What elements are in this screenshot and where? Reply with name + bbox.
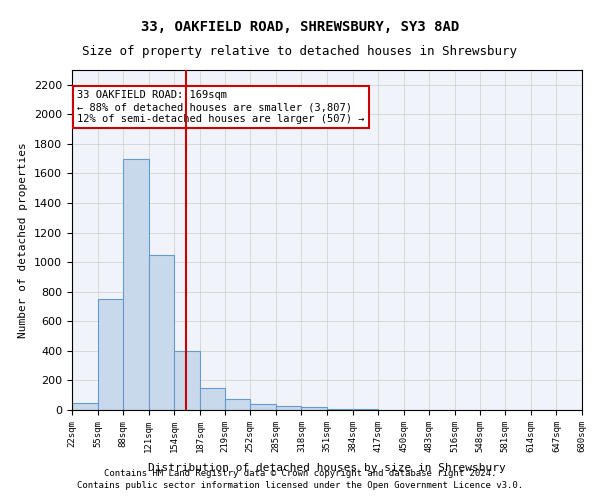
X-axis label: Distribution of detached houses by size in Shrewsbury: Distribution of detached houses by size … [148,463,506,473]
Bar [301,407,327,410]
Text: 33, OAKFIELD ROAD, SHREWSBURY, SY3 8AD: 33, OAKFIELD ROAD, SHREWSBURY, SY3 8AD [141,20,459,34]
Text: Size of property relative to detached houses in Shrewsbury: Size of property relative to detached ho… [83,45,517,58]
Bar [276,406,301,410]
Y-axis label: Number of detached properties: Number of detached properties [19,142,28,338]
Bar [98,299,123,410]
Bar [200,388,226,410]
Bar [72,402,98,410]
Bar [149,255,175,410]
Bar [224,399,250,410]
Bar [250,404,276,410]
Bar [175,351,200,410]
Bar [123,158,149,410]
Bar [327,408,353,410]
Text: Contains HM Land Registry data © Crown copyright and database right 2024.: Contains HM Land Registry data © Crown c… [104,468,496,477]
Text: Contains public sector information licensed under the Open Government Licence v3: Contains public sector information licen… [77,481,523,490]
Text: 33 OAKFIELD ROAD: 169sqm
← 88% of detached houses are smaller (3,807)
12% of sem: 33 OAKFIELD ROAD: 169sqm ← 88% of detach… [77,90,365,124]
